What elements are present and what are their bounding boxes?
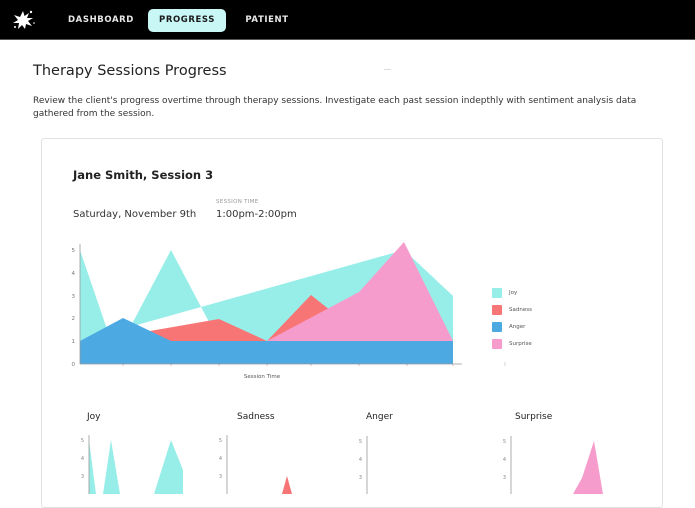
session-time-value: 1:00pm-2:00pm — [216, 209, 297, 220]
anger-area — [80, 318, 453, 364]
svg-text:5: 5 — [81, 438, 84, 444]
mini-chart-title-joy: Joy — [87, 412, 101, 422]
legend-label: Surprise — [509, 341, 532, 347]
surprise-swatch-icon — [492, 339, 502, 349]
y-tick-1: 1 — [72, 339, 76, 345]
joy-mini-chart: 5 4 3 — [81, 435, 183, 494]
svg-text:3: 3 — [81, 474, 84, 480]
svg-text:4: 4 — [219, 456, 222, 462]
mini-chart-title-surprise: Surprise — [515, 412, 553, 422]
page-title: Therapy Sessions Progress — [33, 63, 227, 79]
y-tick-4: 4 — [72, 271, 76, 277]
svg-text:4: 4 — [503, 457, 506, 463]
anger-swatch-icon — [492, 322, 502, 332]
y-tick-5: 5 — [72, 248, 76, 254]
mini-chart-title-anger: Anger — [366, 412, 393, 422]
sadness-swatch-icon — [492, 305, 502, 315]
svg-text:5: 5 — [359, 439, 362, 445]
session-time-label: SESSION TIME — [216, 199, 259, 205]
anger-mini-chart: 5 4 3 — [359, 436, 368, 494]
nav-dashboard[interactable]: DASHBOARD — [68, 15, 134, 25]
sadness-mini-chart: 5 4 3 — [219, 435, 292, 494]
mini-chart-title-sadness: Sadness — [237, 412, 275, 422]
legend-label: Joy — [509, 290, 518, 296]
legend-label: Anger — [509, 324, 526, 330]
legend-label: Sadness — [509, 307, 532, 313]
svg-text:3: 3 — [359, 475, 362, 481]
session-title: Jane Smith, Session 3 — [73, 168, 214, 182]
session-date: Saturday, November 9th — [73, 209, 197, 220]
surprise-mini-chart: 5 4 3 — [503, 436, 603, 494]
divider-mark — [384, 69, 391, 70]
sentiment-area-chart: 0 1 2 3 4 5 Session Time 5 4 3 5 4 3 5 — [72, 242, 603, 494]
splat-logo-icon[interactable] — [10, 8, 36, 32]
x-axis-label: Session Time — [244, 374, 281, 380]
svg-text:4: 4 — [359, 457, 362, 463]
svg-text:5: 5 — [219, 438, 222, 444]
y-tick-2: 2 — [72, 316, 76, 322]
y-tick-3: 3 — [72, 294, 76, 300]
svg-text:5: 5 — [503, 439, 506, 445]
nav-progress[interactable]: PROGRESS — [148, 9, 226, 32]
svg-text:4: 4 — [81, 456, 84, 462]
svg-text:3: 3 — [503, 475, 506, 481]
y-tick-0: 0 — [72, 362, 76, 368]
surprise-area — [267, 242, 453, 341]
svg-text:3: 3 — [219, 474, 222, 480]
top-nav-bar: DASHBOARD PROGRESS PATIENT — [0, 0, 695, 40]
joy-swatch-icon — [492, 288, 502, 298]
nav-patient[interactable]: PATIENT — [245, 15, 289, 25]
sadness-area — [130, 295, 340, 341]
page-description: Review the client's progress overtime th… — [33, 96, 637, 119]
